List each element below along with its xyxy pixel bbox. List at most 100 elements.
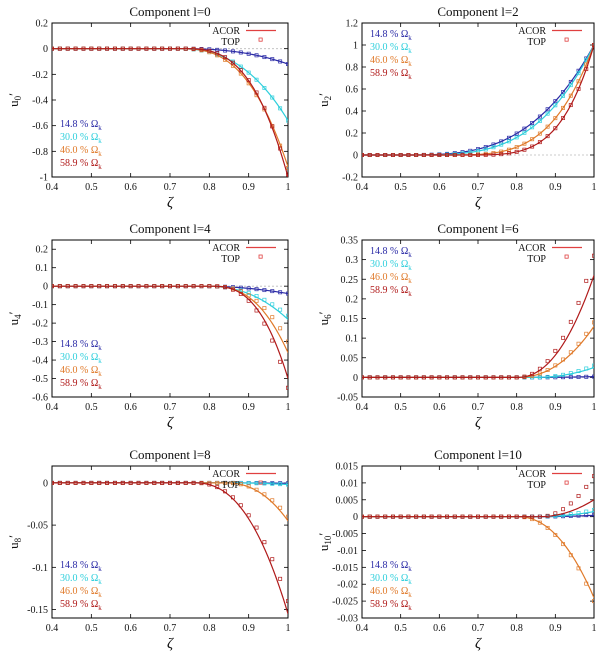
series-point — [246, 70, 251, 75]
x-tick-label: 1 — [592, 182, 597, 193]
y-tick-label: 0 — [353, 512, 358, 523]
y-axis-label: u0′ — [6, 93, 23, 107]
legend-marker-swatch — [258, 37, 263, 42]
series-label-2: 46.0 % Ωk — [370, 586, 412, 599]
plot-area — [362, 474, 594, 604]
series-point — [460, 153, 465, 157]
series-label-omega-sub: k — [408, 290, 412, 298]
series-point — [207, 48, 212, 53]
series-markers-2 — [52, 284, 288, 344]
legend-line-label: ACOR — [212, 26, 240, 37]
x-tick-label: 0.7 — [472, 623, 485, 634]
series-point — [522, 147, 527, 152]
series-point — [553, 511, 558, 516]
series-point — [561, 357, 566, 362]
series-point — [452, 153, 457, 157]
y-axis-label: u6′ — [316, 311, 333, 325]
series-point — [144, 284, 149, 289]
series-point — [52, 46, 54, 51]
series-point — [476, 514, 480, 519]
series-point — [105, 480, 110, 485]
y-tick-label: 0.2 — [346, 294, 359, 305]
series-point — [223, 55, 228, 60]
x-tick-label: 0.6 — [124, 182, 137, 193]
series-point — [592, 599, 594, 604]
series-point — [223, 489, 228, 494]
series-point — [576, 86, 581, 91]
series-point — [491, 142, 496, 147]
series-point — [592, 363, 594, 368]
series-label-3: 58.9 % Ωk — [60, 599, 102, 612]
series-label-omega: Ω — [91, 119, 98, 130]
chart-panel-0: Component l=0 0.4 0.5 0.6 0.7 0.8 0.9 1 0.2 0 -0.2… — [6, 4, 291, 211]
series-point — [238, 292, 243, 296]
series-label-omega-sub: k — [98, 357, 102, 365]
x-axis-label: ζ — [475, 195, 482, 211]
series-line-0 — [52, 285, 288, 295]
series-point — [592, 512, 594, 517]
series-point — [568, 371, 573, 376]
series-point — [223, 48, 228, 53]
series-point — [254, 308, 259, 313]
series-point — [545, 525, 550, 530]
y-tick-label: -0.02 — [337, 580, 358, 591]
series-label-value: 14.8 % — [370, 246, 401, 257]
plot-area — [52, 284, 288, 390]
series-label-omega: Ω — [91, 132, 98, 143]
series-point — [97, 46, 102, 51]
series-point — [437, 153, 442, 157]
series-point — [514, 131, 519, 136]
x-tick-label: 0.4 — [46, 182, 59, 193]
series-point — [270, 557, 275, 562]
series-point — [545, 134, 550, 139]
series-label-1: 30.0 % Ωk — [60, 573, 102, 586]
series-point — [576, 71, 581, 76]
series-point — [152, 46, 157, 51]
series-point — [254, 77, 259, 82]
series-point — [421, 375, 426, 380]
series-point — [530, 125, 535, 130]
series-label-3: 58.9 % Ωk — [370, 599, 412, 612]
series-point — [286, 385, 288, 390]
y-tick-label: 0.05 — [341, 353, 359, 364]
series-point — [576, 341, 581, 346]
y-tick-label: -0.5 — [32, 374, 48, 385]
series-point — [262, 288, 267, 293]
series-point — [254, 294, 259, 298]
y-axis-label-sub: 10 — [323, 535, 333, 545]
y-tick-label: 0.015 — [336, 462, 359, 473]
series-markers-1 — [52, 46, 288, 123]
y-tick-label: -0.005 — [332, 529, 358, 540]
series-point — [144, 46, 149, 51]
y-axis-label-main: u — [6, 100, 21, 107]
series-label-omega-sub: k — [98, 604, 102, 612]
series-point — [262, 321, 267, 326]
y-tick-label: 0 — [353, 151, 358, 162]
series-label-3: 58.9 % Ωk — [60, 378, 102, 391]
series-point — [592, 507, 594, 512]
series-point — [568, 319, 573, 324]
series-label-2: 46.0 % Ωk — [60, 586, 102, 599]
series-label-omega-sub: k — [408, 73, 412, 81]
series-point — [506, 514, 511, 519]
series-point — [183, 284, 188, 289]
series-point — [81, 46, 86, 51]
series-point — [136, 480, 141, 485]
x-axis-label: ζ — [475, 636, 482, 652]
series-point — [499, 149, 504, 154]
series-line-3 — [362, 275, 594, 378]
series-point — [483, 514, 488, 519]
y-tick-label: -0.2 — [342, 173, 358, 184]
series-point — [414, 153, 419, 157]
series-point — [390, 375, 395, 380]
series-markers-2 — [362, 320, 594, 380]
series-label-omega: Ω — [401, 573, 408, 584]
series-point — [545, 359, 550, 364]
series-point — [199, 47, 204, 52]
series-label-omega: Ω — [401, 55, 408, 66]
x-tick-label: 0.7 — [164, 623, 177, 634]
x-tick-label: 0.4 — [46, 402, 59, 413]
y-tick-label: -0.3 — [32, 337, 48, 348]
chart-panel-3: Component l=6 0.4 0.5 0.6 0.7 0.8 0.9 1 0.35 0.3 0… — [316, 221, 597, 431]
series-label-omega: Ω — [401, 259, 408, 270]
